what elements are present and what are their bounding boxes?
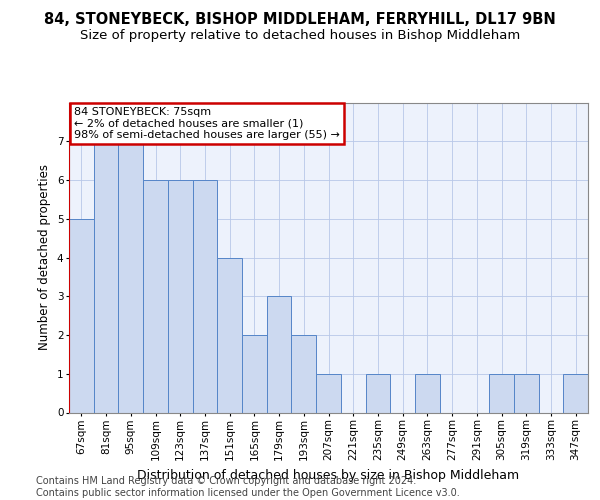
Text: Contains HM Land Registry data © Crown copyright and database right 2024.: Contains HM Land Registry data © Crown c… bbox=[36, 476, 416, 486]
Bar bbox=[316, 374, 341, 412]
Text: 84 STONEYBECK: 75sqm
← 2% of detached houses are smaller (1)
98% of semi-detache: 84 STONEYBECK: 75sqm ← 2% of detached ho… bbox=[74, 107, 340, 140]
Text: Contains public sector information licensed under the Open Government Licence v3: Contains public sector information licen… bbox=[36, 488, 460, 498]
Bar bbox=[217, 258, 242, 412]
Bar bbox=[193, 180, 217, 412]
Bar bbox=[94, 142, 118, 412]
Bar bbox=[168, 180, 193, 412]
Bar bbox=[242, 335, 267, 412]
Bar bbox=[118, 142, 143, 412]
Text: 84, STONEYBECK, BISHOP MIDDLEHAM, FERRYHILL, DL17 9BN: 84, STONEYBECK, BISHOP MIDDLEHAM, FERRYH… bbox=[44, 12, 556, 28]
Bar bbox=[415, 374, 440, 412]
Bar bbox=[267, 296, 292, 412]
Bar bbox=[563, 374, 588, 412]
Bar bbox=[292, 335, 316, 412]
Bar bbox=[365, 374, 390, 412]
Bar bbox=[69, 219, 94, 412]
Bar bbox=[143, 180, 168, 412]
Text: Size of property relative to detached houses in Bishop Middleham: Size of property relative to detached ho… bbox=[80, 29, 520, 42]
X-axis label: Distribution of detached houses by size in Bishop Middleham: Distribution of detached houses by size … bbox=[137, 468, 520, 481]
Y-axis label: Number of detached properties: Number of detached properties bbox=[38, 164, 51, 350]
Bar bbox=[489, 374, 514, 412]
Bar bbox=[514, 374, 539, 412]
